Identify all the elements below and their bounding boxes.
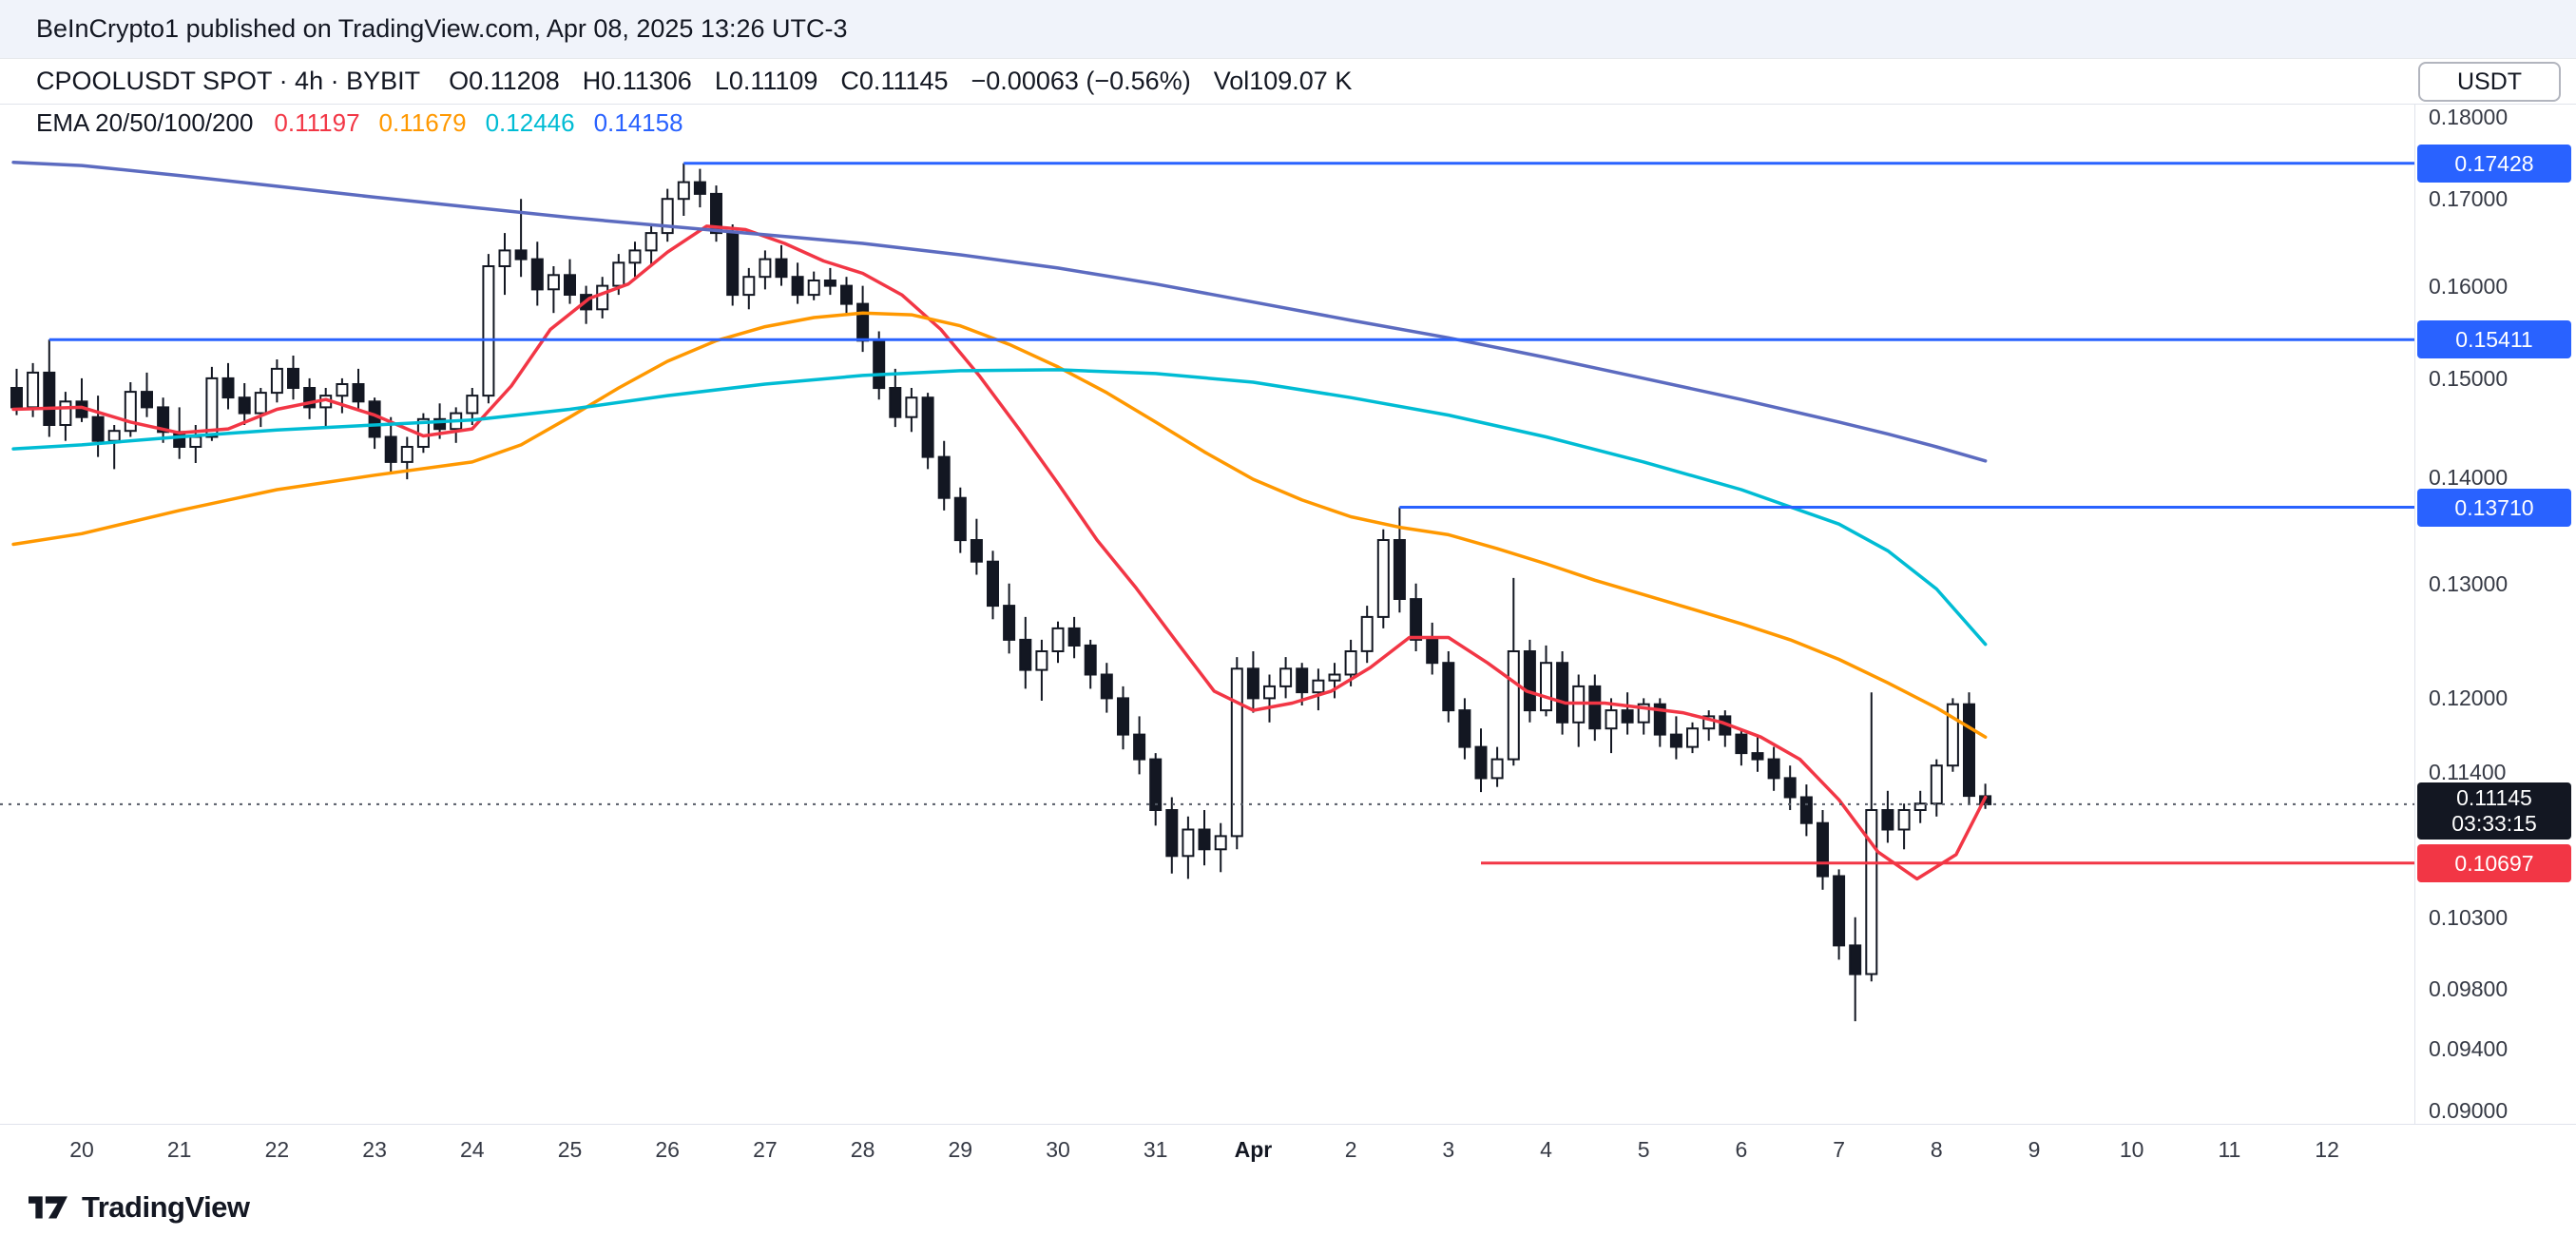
price-level-badge: 0.17428 <box>2417 144 2571 183</box>
tradingview-logo-icon <box>29 1195 67 1219</box>
bar-countdown: 03:33:15 <box>2451 810 2537 836</box>
time-axis-label: 27 <box>753 1137 778 1162</box>
price-axis-label: 0.10300 <box>2429 904 2509 930</box>
ema-legend-title: EMA 20/50/100/200 <box>36 108 254 137</box>
price-axis[interactable]: 0.18000 0.17000 0.16000 0.15000 0.14000 0.130… <box>2414 105 2576 1124</box>
tradingview-footer[interactable]: TradingView <box>29 1190 250 1225</box>
time-axis-label: 12 <box>2315 1137 2339 1162</box>
price-axis-label: 0.15000 <box>2429 365 2509 391</box>
publish-bar: BeInCrypto1 published on TradingView.com… <box>0 0 2576 59</box>
volume-value: Vol109.07 K <box>1213 67 1353 95</box>
ema-values: 0.11197 0.11679 0.12446 0.14158 <box>274 108 682 138</box>
time-axis-label: 2 <box>1344 1137 1357 1162</box>
price-axis-label: 0.18000 <box>2429 105 2509 129</box>
time-axis-label: 6 <box>1735 1137 1748 1162</box>
price-axis-label: 0.13000 <box>2429 570 2509 596</box>
time-axis-label: 31 <box>1143 1137 1168 1162</box>
time-axis-label: 8 <box>1930 1137 1943 1162</box>
time-axis[interactable]: 20 21 22 23 24 25 26 27 28 29 30 31 Apr 2 3 4 5 6 7 8 9 10 11 1… <box>0 1124 2576 1179</box>
chart-toolbar: CPOOLUSDT SPOT · 4h · BYBIT O0.11208 H0.… <box>0 59 2576 105</box>
last-price-value: 0.11145 <box>2456 784 2532 810</box>
time-axis-label: 23 <box>362 1137 387 1162</box>
time-axis-label: 5 <box>1637 1137 1650 1162</box>
time-axis-label: 25 <box>557 1137 583 1162</box>
price-change: −0.00063 (−0.56%) <box>971 67 1191 95</box>
ohlc-low: L0.11109 <box>714 67 818 95</box>
price-level-badge: 0.15411 <box>2417 320 2571 359</box>
time-axis-label: 26 <box>655 1137 680 1162</box>
currency-toggle-button[interactable]: USDT <box>2418 62 2561 102</box>
ema-value: 0.12446 <box>485 108 575 137</box>
ema-legend: EMA 20/50/100/200 0.11197 0.11679 0.12446 0… <box>36 108 683 138</box>
time-axis-label: 22 <box>264 1137 290 1162</box>
price-axis-label: 0.17000 <box>2429 186 2509 212</box>
time-axis-label: 7 <box>1833 1137 1845 1162</box>
time-axis-label: 11 <box>2218 1137 2241 1162</box>
last-price-badge: 0.11145 03:33:15 <box>2417 782 2571 840</box>
candlestick-chart[interactable] <box>0 105 2414 1124</box>
ohlc-open: O0.11208 <box>449 67 560 95</box>
time-axis-label: 28 <box>850 1137 875 1162</box>
price-axis-label: 0.16000 <box>2429 273 2509 299</box>
time-axis-label: 3 <box>1442 1137 1455 1162</box>
ohlc-close: C0.11145 <box>840 67 949 95</box>
price-axis-label: 0.11400 <box>2429 759 2507 784</box>
price-level-badge: 0.13710 <box>2417 488 2571 527</box>
price-level-badge: 0.10697 <box>2417 843 2571 882</box>
time-axis-label: 29 <box>948 1137 973 1162</box>
chart-pane: EMA 20/50/100/200 0.11197 0.11679 0.12446 0… <box>0 105 2576 1236</box>
time-axis-label: 20 <box>69 1137 94 1162</box>
symbol-legend: CPOOLUSDT SPOT · 4h · BYBIT O0.11208 H0.… <box>36 67 1352 96</box>
ema-value: 0.11679 <box>378 108 467 137</box>
price-axis-label: 0.09400 <box>2429 1035 2509 1061</box>
time-axis-label: 9 <box>2028 1137 2041 1162</box>
time-axis-label: 10 <box>2119 1137 2144 1162</box>
price-axis-label: 0.12000 <box>2429 686 2509 711</box>
publish-text: BeInCrypto1 published on TradingView.com… <box>36 14 848 43</box>
price-axis-label: 0.14000 <box>2429 464 2509 490</box>
time-axis-label: 21 <box>166 1137 192 1162</box>
symbol-title: CPOOLUSDT SPOT · 4h · BYBIT <box>36 67 421 95</box>
price-axis-label: 0.09800 <box>2429 975 2509 1001</box>
price-axis-label: 0.09000 <box>2429 1098 2509 1124</box>
time-axis-label: 30 <box>1046 1137 1070 1162</box>
tradingview-brand: TradingView <box>82 1190 250 1224</box>
ohlc-high: H0.11306 <box>582 67 692 95</box>
ema-value: 0.11197 <box>274 108 360 137</box>
time-axis-label: Apr <box>1234 1137 1273 1162</box>
ema-value: 0.14158 <box>593 108 683 137</box>
time-axis-label: 24 <box>460 1137 485 1162</box>
time-axis-label: 4 <box>1540 1137 1552 1162</box>
